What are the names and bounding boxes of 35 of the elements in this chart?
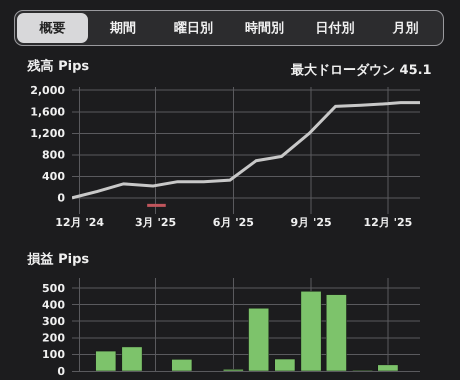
- x-tick-label: 12月 '24: [55, 216, 104, 229]
- y-tick-label: 200: [42, 332, 66, 345]
- bar: [122, 346, 142, 371]
- y-tick-label: 0: [57, 192, 66, 205]
- text: 概要: [17, 13, 88, 43]
- bar: [326, 294, 347, 371]
- x-tick-label: 3月 '25: [135, 216, 176, 229]
- bar: [248, 308, 270, 371]
- y-tick-label: 2,000: [30, 84, 66, 98]
- text: 曜日別: [173, 20, 214, 38]
- y-tick-label: 1,600: [30, 106, 66, 119]
- x-tick-label: 9月 '25: [290, 216, 332, 229]
- bar: [95, 350, 116, 371]
- bar: [274, 358, 296, 371]
- line-series: [72, 101, 420, 200]
- y-tick-label: 100: [42, 348, 66, 362]
- y-tick-label: 500: [42, 282, 66, 295]
- text: 時間別: [244, 20, 285, 38]
- y-tick-label: 300: [42, 315, 66, 328]
- text: 期間: [109, 20, 137, 38]
- text: 日付別: [314, 20, 356, 38]
- bar: [378, 364, 398, 371]
- y-tick-label: 0: [57, 364, 66, 378]
- y-tick-label: 400: [42, 298, 66, 312]
- text: 月別: [392, 20, 420, 38]
- y-tick-label: 800: [42, 148, 66, 162]
- chart-title: 損益 Pips: [26, 252, 90, 268]
- y-tick-label: 1,200: [30, 127, 66, 140]
- x-tick-label: 6月 '25: [212, 216, 254, 229]
- chart-title: 残高 Pips: [26, 58, 90, 74]
- text: 最大ドローダウン 45.1: [290, 63, 432, 78]
- bar: [300, 291, 322, 371]
- bar: [171, 359, 192, 371]
- y-tick-label: 400: [42, 170, 66, 184]
- x-tick-label: 12月 '25: [363, 216, 412, 229]
